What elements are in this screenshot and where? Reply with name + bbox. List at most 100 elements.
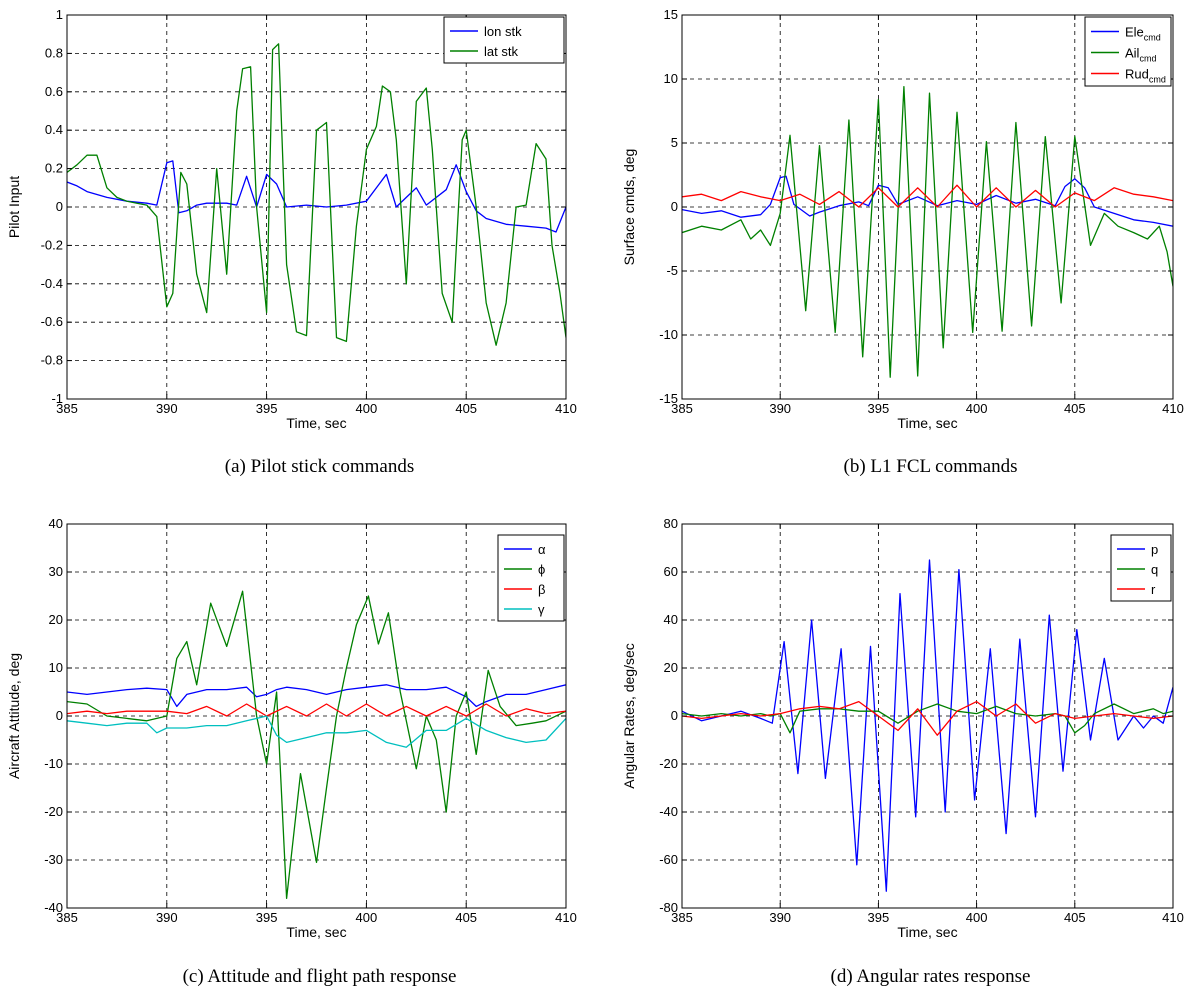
series-line-2	[67, 43, 566, 346]
y-tick-label: 30	[49, 564, 63, 579]
y-tick-label: 80	[664, 516, 678, 531]
legend: pqr	[1110, 534, 1172, 602]
series-line-1	[682, 559, 1173, 892]
legend-label: ϕ	[538, 562, 545, 577]
y-tick-label: 1	[56, 7, 63, 22]
figure-caption: (a) Pilot stick commands	[225, 456, 414, 477]
x-tick-label: 400	[966, 910, 988, 925]
x-tick-label: 410	[555, 401, 577, 416]
legend-label: r	[1151, 582, 1156, 597]
y-tick-label: 0.4	[45, 122, 63, 137]
y-tick-label: -5	[666, 263, 678, 278]
y-tick-label: -30	[44, 852, 63, 867]
legend-label: p	[1151, 542, 1158, 557]
x-tick-label: 410	[1162, 401, 1184, 416]
y-tick-label: -80	[659, 900, 678, 915]
legend: lon stk lat stk	[443, 16, 565, 64]
chart-panel-3: 385 390 395 400 405 410 -40 -30 -20 -10 0 10 20 30 40 T…	[6, 516, 577, 987]
x-tick-label: 385	[56, 910, 78, 925]
y-tick-label: 0.6	[45, 84, 63, 99]
y-tick-label: -0.4	[41, 276, 63, 291]
x-tick-label: 395	[868, 910, 890, 925]
series-line-3	[682, 184, 1173, 208]
x-tick-label: 405	[455, 401, 477, 416]
legend-label: lat stk	[484, 44, 518, 59]
x-tick-label: 390	[769, 910, 791, 925]
x-tick-label: 405	[1064, 910, 1086, 925]
x-tick-label: 390	[156, 910, 178, 925]
y-tick-label: -1	[51, 391, 63, 406]
series-line-4	[67, 715, 566, 748]
legend-label: lon stk	[484, 24, 522, 39]
x-tick-label: 395	[256, 401, 278, 416]
legend-box	[1110, 534, 1172, 602]
y-tick-label: 0	[671, 708, 678, 723]
y-tick-label: -0.6	[41, 314, 63, 329]
x-tick-label: 410	[555, 910, 577, 925]
x-tick-label: 400	[356, 401, 378, 416]
legend-label: β	[538, 582, 545, 597]
x-tick-label: 390	[769, 401, 791, 416]
y-tick-label: 0.8	[45, 45, 63, 60]
y-tick-label: 10	[49, 660, 63, 675]
series-line-2	[67, 590, 566, 900]
y-tick-label: -10	[659, 327, 678, 342]
y-axis-label: Surface cmds, deg	[621, 149, 637, 266]
y-axis-label: Angular Rates, deg/sec	[621, 643, 637, 789]
series-line-3	[682, 700, 1173, 736]
x-axis-label: Time, sec	[897, 415, 957, 431]
x-axis-label: Time, sec	[286, 924, 346, 940]
legend-label: γ	[538, 602, 545, 617]
legend-box	[1084, 16, 1172, 87]
y-tick-label: 10	[664, 71, 678, 86]
x-tick-label: 405	[1064, 401, 1086, 416]
y-axis-label: Aircraft Attitude, deg	[6, 653, 22, 779]
legend-label: q	[1151, 562, 1158, 577]
chart-panel-4: 385 390 395 400 405 410 -80 -60 -40 -20 0 20 40 60 80 T…	[621, 516, 1184, 987]
x-tick-label: 390	[156, 401, 178, 416]
y-tick-label: -15	[659, 391, 678, 406]
x-axis-label: Time, sec	[286, 415, 346, 431]
y-tick-label: 20	[49, 612, 63, 627]
x-tick-label: 410	[1162, 910, 1184, 925]
y-tick-label: -40	[44, 900, 63, 915]
x-axis-label: Time, sec	[897, 924, 957, 940]
series-line-2	[682, 86, 1173, 378]
x-tick-label: 385	[671, 401, 693, 416]
y-tick-label: 20	[664, 660, 678, 675]
y-tick-label: -20	[44, 804, 63, 819]
legend-box	[443, 16, 565, 64]
y-tick-label: -10	[44, 756, 63, 771]
series-line-2	[682, 703, 1173, 734]
figure-caption: (c) Attitude and flight path response	[183, 966, 457, 987]
y-tick-label: 60	[664, 564, 678, 579]
y-tick-label: -60	[659, 852, 678, 867]
series-line-3	[67, 703, 566, 717]
figure-caption: (b) L1 FCL commands	[844, 456, 1018, 477]
y-tick-label: -0.2	[41, 237, 63, 252]
legend-box	[497, 534, 565, 622]
x-tick-label: 385	[56, 401, 78, 416]
legend-label: α	[538, 542, 546, 557]
x-tick-label: 400	[966, 401, 988, 416]
y-tick-label: 15	[664, 7, 678, 22]
y-tick-label: -20	[659, 756, 678, 771]
y-tick-label: 40	[664, 612, 678, 627]
figure-caption: (d) Angular rates response	[831, 966, 1031, 987]
y-tick-label: -0.8	[41, 353, 63, 368]
y-tick-label: 5	[671, 135, 678, 150]
x-tick-label: 385	[671, 910, 693, 925]
y-tick-label: 0.2	[45, 161, 63, 176]
series-line-1	[67, 160, 566, 233]
x-tick-label: 405	[455, 910, 477, 925]
y-axis-label: Pilot Input	[6, 176, 22, 238]
series-line-1	[67, 684, 566, 708]
y-tick-label: -40	[659, 804, 678, 819]
y-tick-label: 0	[671, 199, 678, 214]
chart-panel-2: 385 390 395 400 405 410 -15 -10 -5 0 5 10 15 Time, se…	[621, 7, 1184, 477]
chart-panel-1: 385 390 395 400 405 410 -1 -0.8 -0.6 -0.4 -0.2 0 0.2…	[6, 7, 577, 477]
y-tick-label: 0	[56, 199, 63, 214]
